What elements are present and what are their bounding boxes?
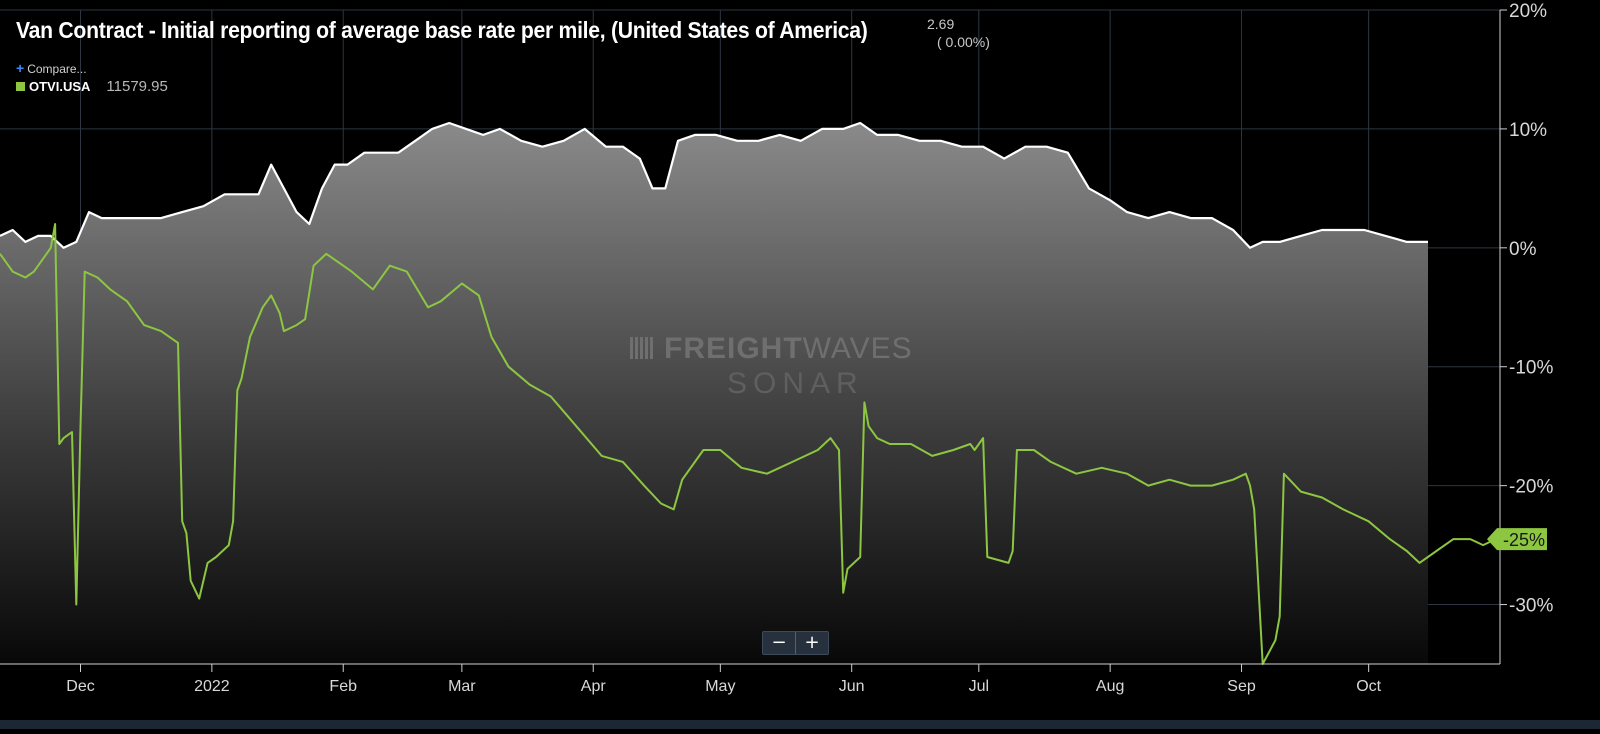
y-tick-label: 20% [1509,1,1547,22]
watermark-bold: FREIGHT [664,332,803,365]
legend-value: 11579.95 [106,78,168,95]
end-label-group: -25% [1487,528,1547,551]
bottom-bar [0,720,1600,729]
y-tick-label: -10% [1509,358,1553,379]
svg-text:FREIGHTWAVES: FREIGHTWAVES [664,332,913,365]
series-line-otvi [0,223,1497,665]
axes: Dec 2022 Feb Mar Apr May Jun Jul Aug Sep Oct 20% 10%… [0,1,1553,695]
line-layer [0,121,1497,665]
legend-swatch [16,82,25,91]
x-tick-label: Aug [1096,678,1124,695]
x-tick-label: Dec [66,678,94,695]
zoom-control: − + [762,631,829,655]
zoom-divider [795,632,796,654]
x-tick-label: Mar [448,678,476,695]
x-tick-label: 2022 [194,678,230,695]
series-area-fill [0,123,1428,664]
watermark-light: WAVES [803,332,913,365]
end-label-flag [1487,528,1547,551]
watermark: FREIGHTWAVES SONAR [630,332,913,400]
end-label-text: -25% [1503,530,1545,550]
y-tick-label: -20% [1509,477,1553,498]
chart-title: Van Contract - Initial reporting of aver… [16,17,868,43]
x-tick-label: Apr [581,678,607,695]
x-tick-label: May [705,678,735,695]
series-line-van-contract [0,121,1428,249]
compare-label: Compare... [27,62,87,76]
x-tick-label: Feb [329,678,357,695]
y-tick-label: 0% [1509,239,1537,260]
watermark-sonar: SONAR [727,367,864,400]
compare-button[interactable]: + Compare... [16,60,87,76]
last-value: 2.69 [927,16,955,32]
y-tick-label: 10% [1509,120,1547,141]
area-layer [0,123,1428,664]
watermark-logo-icon [630,337,653,359]
x-tick-label: Jun [839,678,865,695]
legend-name: OTVI.USA [29,79,91,94]
plus-icon: + [16,60,25,76]
x-tick-label: Sep [1227,678,1256,695]
x-tick-label: Jul [969,678,989,695]
last-change: ( 0.00%) [937,34,990,50]
zoom-out-button[interactable]: − [771,632,787,653]
x-tick-label: Oct [1356,678,1381,695]
zoom-in-button[interactable]: + [804,632,820,653]
y-tick-label: -30% [1509,596,1553,617]
legend-item[interactable]: OTVI.USA 11579.95 [16,78,168,95]
